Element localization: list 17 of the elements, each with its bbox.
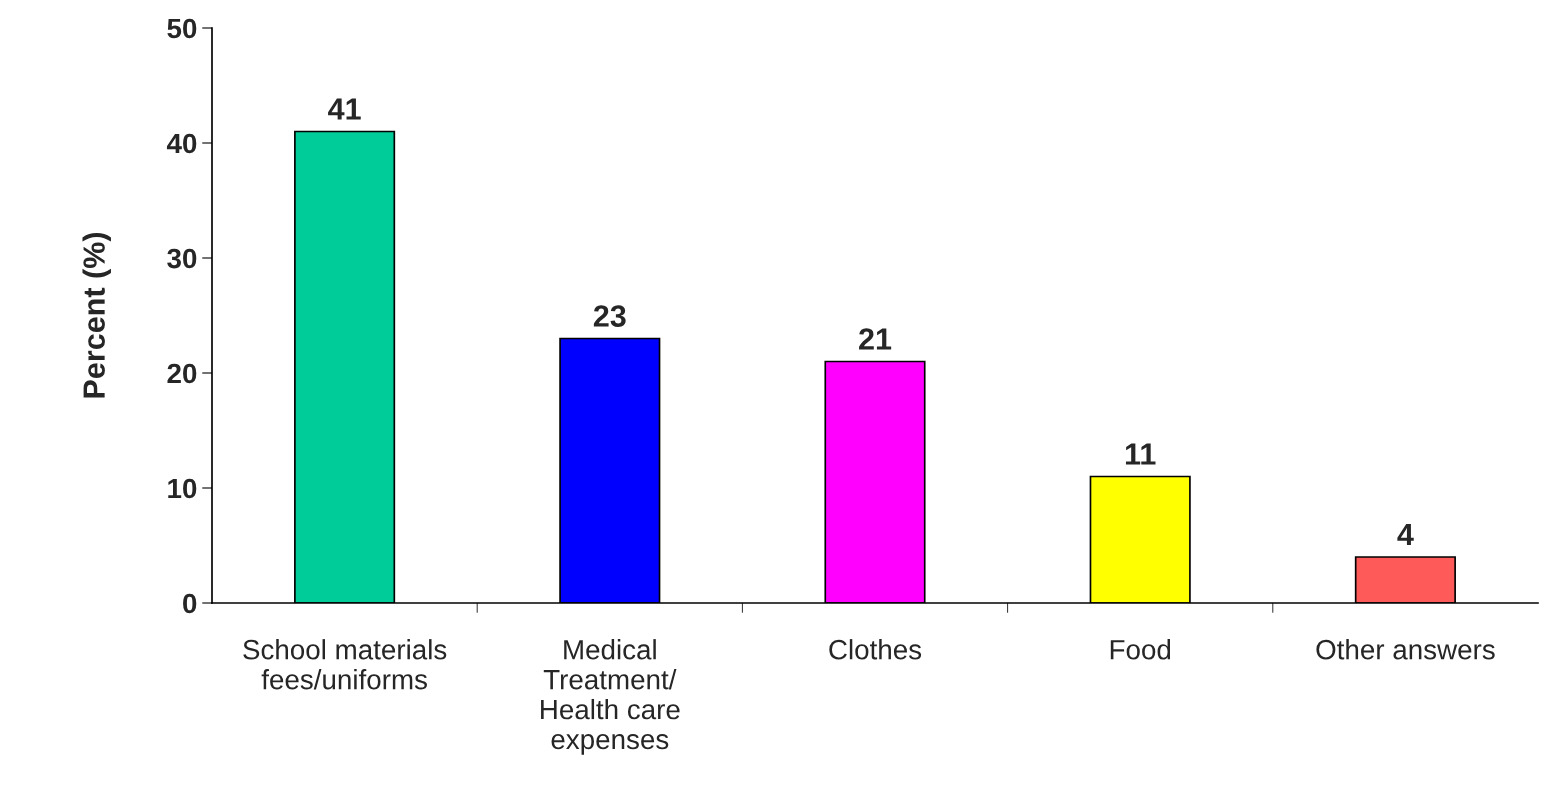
x-tick-label: School materials fees/uniforms <box>243 639 447 690</box>
y-tick-label: 0 <box>183 593 197 614</box>
x-tick-label: Medical Treatment/ Health care expenses <box>541 639 680 755</box>
data-label: 4 <box>1397 524 1414 546</box>
x-tick-label: Food <box>1110 639 1171 660</box>
data-label: 11 <box>1125 443 1156 465</box>
x-tick-label: Other answers <box>1316 639 1495 660</box>
data-label: 41 <box>328 98 361 120</box>
data-label: 23 <box>593 305 626 327</box>
data-label: 21 <box>859 328 892 350</box>
y-axis-title: Percent (%) <box>82 232 111 398</box>
y-tick-label: 20 <box>167 363 197 384</box>
x-tick-label: Clothes <box>829 639 922 660</box>
y-tick-label: 10 <box>168 478 197 499</box>
y-tick-label: 50 <box>167 18 197 39</box>
y-tick-label: 40 <box>166 133 197 154</box>
y-tick-label: 30 <box>167 248 197 269</box>
